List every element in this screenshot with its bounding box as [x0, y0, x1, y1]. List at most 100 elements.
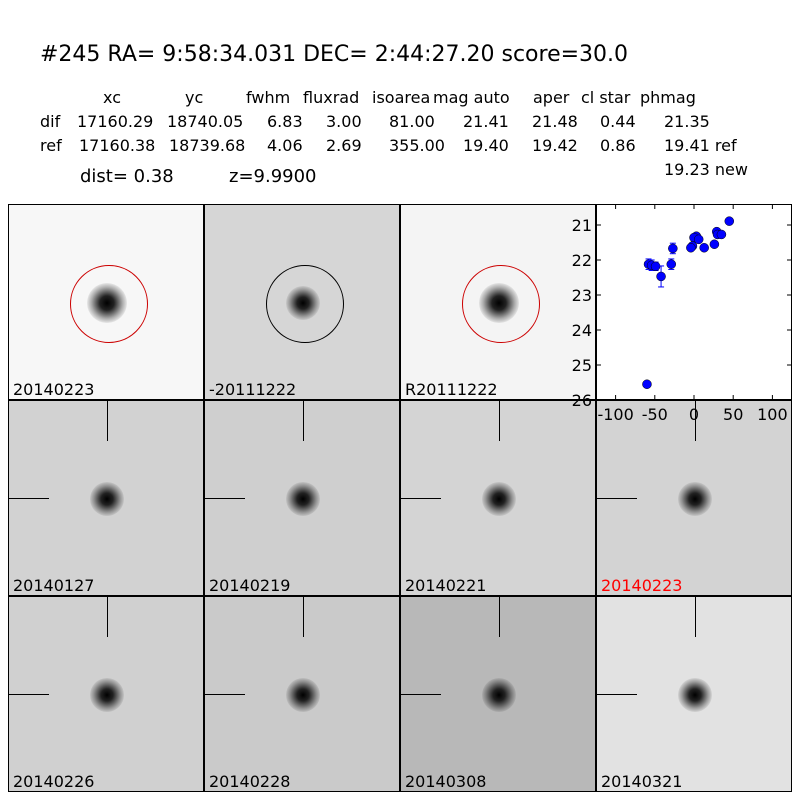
source-blob: [678, 678, 712, 712]
crosshair-tick: [107, 597, 108, 637]
panel-date-label: 20140223: [601, 576, 683, 595]
data-point: [699, 243, 709, 253]
crosshair-tick: [107, 401, 108, 441]
column-header: fwhm: [246, 88, 291, 107]
dist-value: dist= 0.38: [80, 166, 174, 187]
data-point: [656, 271, 666, 282]
panel-date-label: R20111222: [405, 380, 498, 399]
source-blob: [678, 482, 712, 516]
column-header: phmag: [640, 88, 696, 107]
crosshair-tick: [597, 694, 637, 695]
row-value: 6.83: [267, 112, 303, 131]
crosshair-tick: [303, 401, 304, 441]
panel-date-label: 20140221: [405, 576, 487, 595]
x-tick-label: 50: [723, 405, 743, 424]
column-header: mag auto: [433, 88, 510, 107]
column-header: xc: [103, 88, 121, 107]
crosshair-tick: [303, 597, 304, 637]
row-label: dif: [40, 112, 61, 131]
data-point: [666, 259, 677, 269]
column-header: aper: [533, 88, 570, 107]
row-value: 21.41: [463, 112, 509, 131]
panel-date-label: -20111222: [209, 380, 297, 399]
cutout-panel: 20140228: [204, 596, 400, 792]
aperture-circle: [266, 265, 344, 343]
data-point: [716, 229, 727, 240]
crosshair-tick: [695, 597, 696, 637]
source-blob: [482, 678, 516, 712]
panel-date-label: 20140127: [13, 576, 95, 595]
column-header: isoarea: [372, 88, 431, 107]
x-tick-label: -100: [597, 405, 633, 424]
crosshair-tick: [9, 498, 49, 499]
y-tick-label: 23: [572, 286, 592, 305]
column-header: cl star: [581, 88, 631, 107]
data-point: [668, 243, 678, 254]
row-value: 18739.68: [169, 136, 246, 155]
row-value: 19.40: [463, 136, 509, 155]
cutout-panel: 20140321: [596, 596, 792, 792]
magnitude-scatter-plot: 21 22 23 24 25 26 -100 -50 0 50 100: [572, 204, 792, 424]
row-value: 21.35: [664, 112, 710, 131]
panel-date-label: 20140228: [209, 772, 291, 791]
x-tick-label: -50: [642, 405, 668, 424]
aperture-circle: [70, 265, 148, 343]
row-value: 21.48: [532, 112, 578, 131]
y-tick-label: 24: [572, 321, 592, 340]
column-header: yc: [185, 88, 204, 107]
cutout-panel: 20140223: [8, 204, 204, 400]
panel-date-label: 20140223: [13, 380, 95, 399]
row-value: 0.86: [600, 136, 636, 155]
row-value: 17160.38: [79, 136, 156, 155]
panel-date-label: 20140226: [13, 772, 95, 791]
row-value: 355.00: [389, 136, 445, 155]
row-label: ref: [40, 136, 62, 155]
source-blob: [482, 482, 516, 516]
y-tick-label: 21: [572, 216, 592, 235]
crosshair-tick: [499, 401, 500, 441]
row-value: 2.69: [326, 136, 362, 155]
x-tick-label: 100: [757, 405, 788, 424]
aperture-circle: [462, 265, 540, 343]
cutout-panel: R20111222: [400, 204, 596, 400]
cutout-panel: 20140226: [8, 596, 204, 792]
row-value: 19.41 ref: [664, 136, 737, 155]
cutout-panel: 20140127: [8, 400, 204, 596]
cutout-panel: 20140221: [400, 400, 596, 596]
data-point: [709, 239, 720, 249]
source-blob: [90, 678, 124, 712]
row-value: 81.00: [389, 112, 435, 131]
data-point: [724, 216, 735, 226]
row-value: 17160.29: [77, 112, 154, 131]
crosshair-tick: [205, 694, 245, 695]
cutout-panel: 20140223: [596, 400, 792, 596]
panel-date-label: 20140308: [405, 772, 487, 791]
crosshair-tick: [499, 597, 500, 637]
x-tick-label: 0: [689, 405, 699, 424]
crosshair-tick: [205, 498, 245, 499]
panel-date-label: 20140321: [601, 772, 683, 791]
crosshair-tick: [401, 498, 441, 499]
cutout-panel: -20111222: [204, 204, 400, 400]
data-point: [642, 379, 652, 389]
cutout-panel: 20140308: [400, 596, 596, 792]
row-value: 0.44: [600, 112, 636, 131]
row-value: 19.42: [532, 136, 578, 155]
source-blob: [286, 482, 320, 516]
crosshair-tick: [401, 694, 441, 695]
row-value: 3.00: [326, 112, 362, 131]
source-blob: [90, 482, 124, 516]
crosshair-tick: [695, 401, 696, 441]
cutout-panel: 20140219: [204, 400, 400, 596]
panel-date-label: 20140219: [209, 576, 291, 595]
new-mag: 19.23 new: [664, 160, 748, 179]
crosshair-tick: [597, 498, 637, 499]
redshift-value: z=9.9900: [229, 166, 317, 187]
data-point: [686, 243, 696, 253]
y-tick-label: 22: [572, 251, 592, 270]
y-tick-label: 26: [572, 391, 592, 410]
y-tick-label: 25: [572, 356, 592, 375]
source-blob: [286, 678, 320, 712]
page-title: #245 RA= 9:58:34.031 DEC= 2:44:27.20 sco…: [40, 42, 629, 67]
row-value: 4.06: [267, 136, 303, 155]
